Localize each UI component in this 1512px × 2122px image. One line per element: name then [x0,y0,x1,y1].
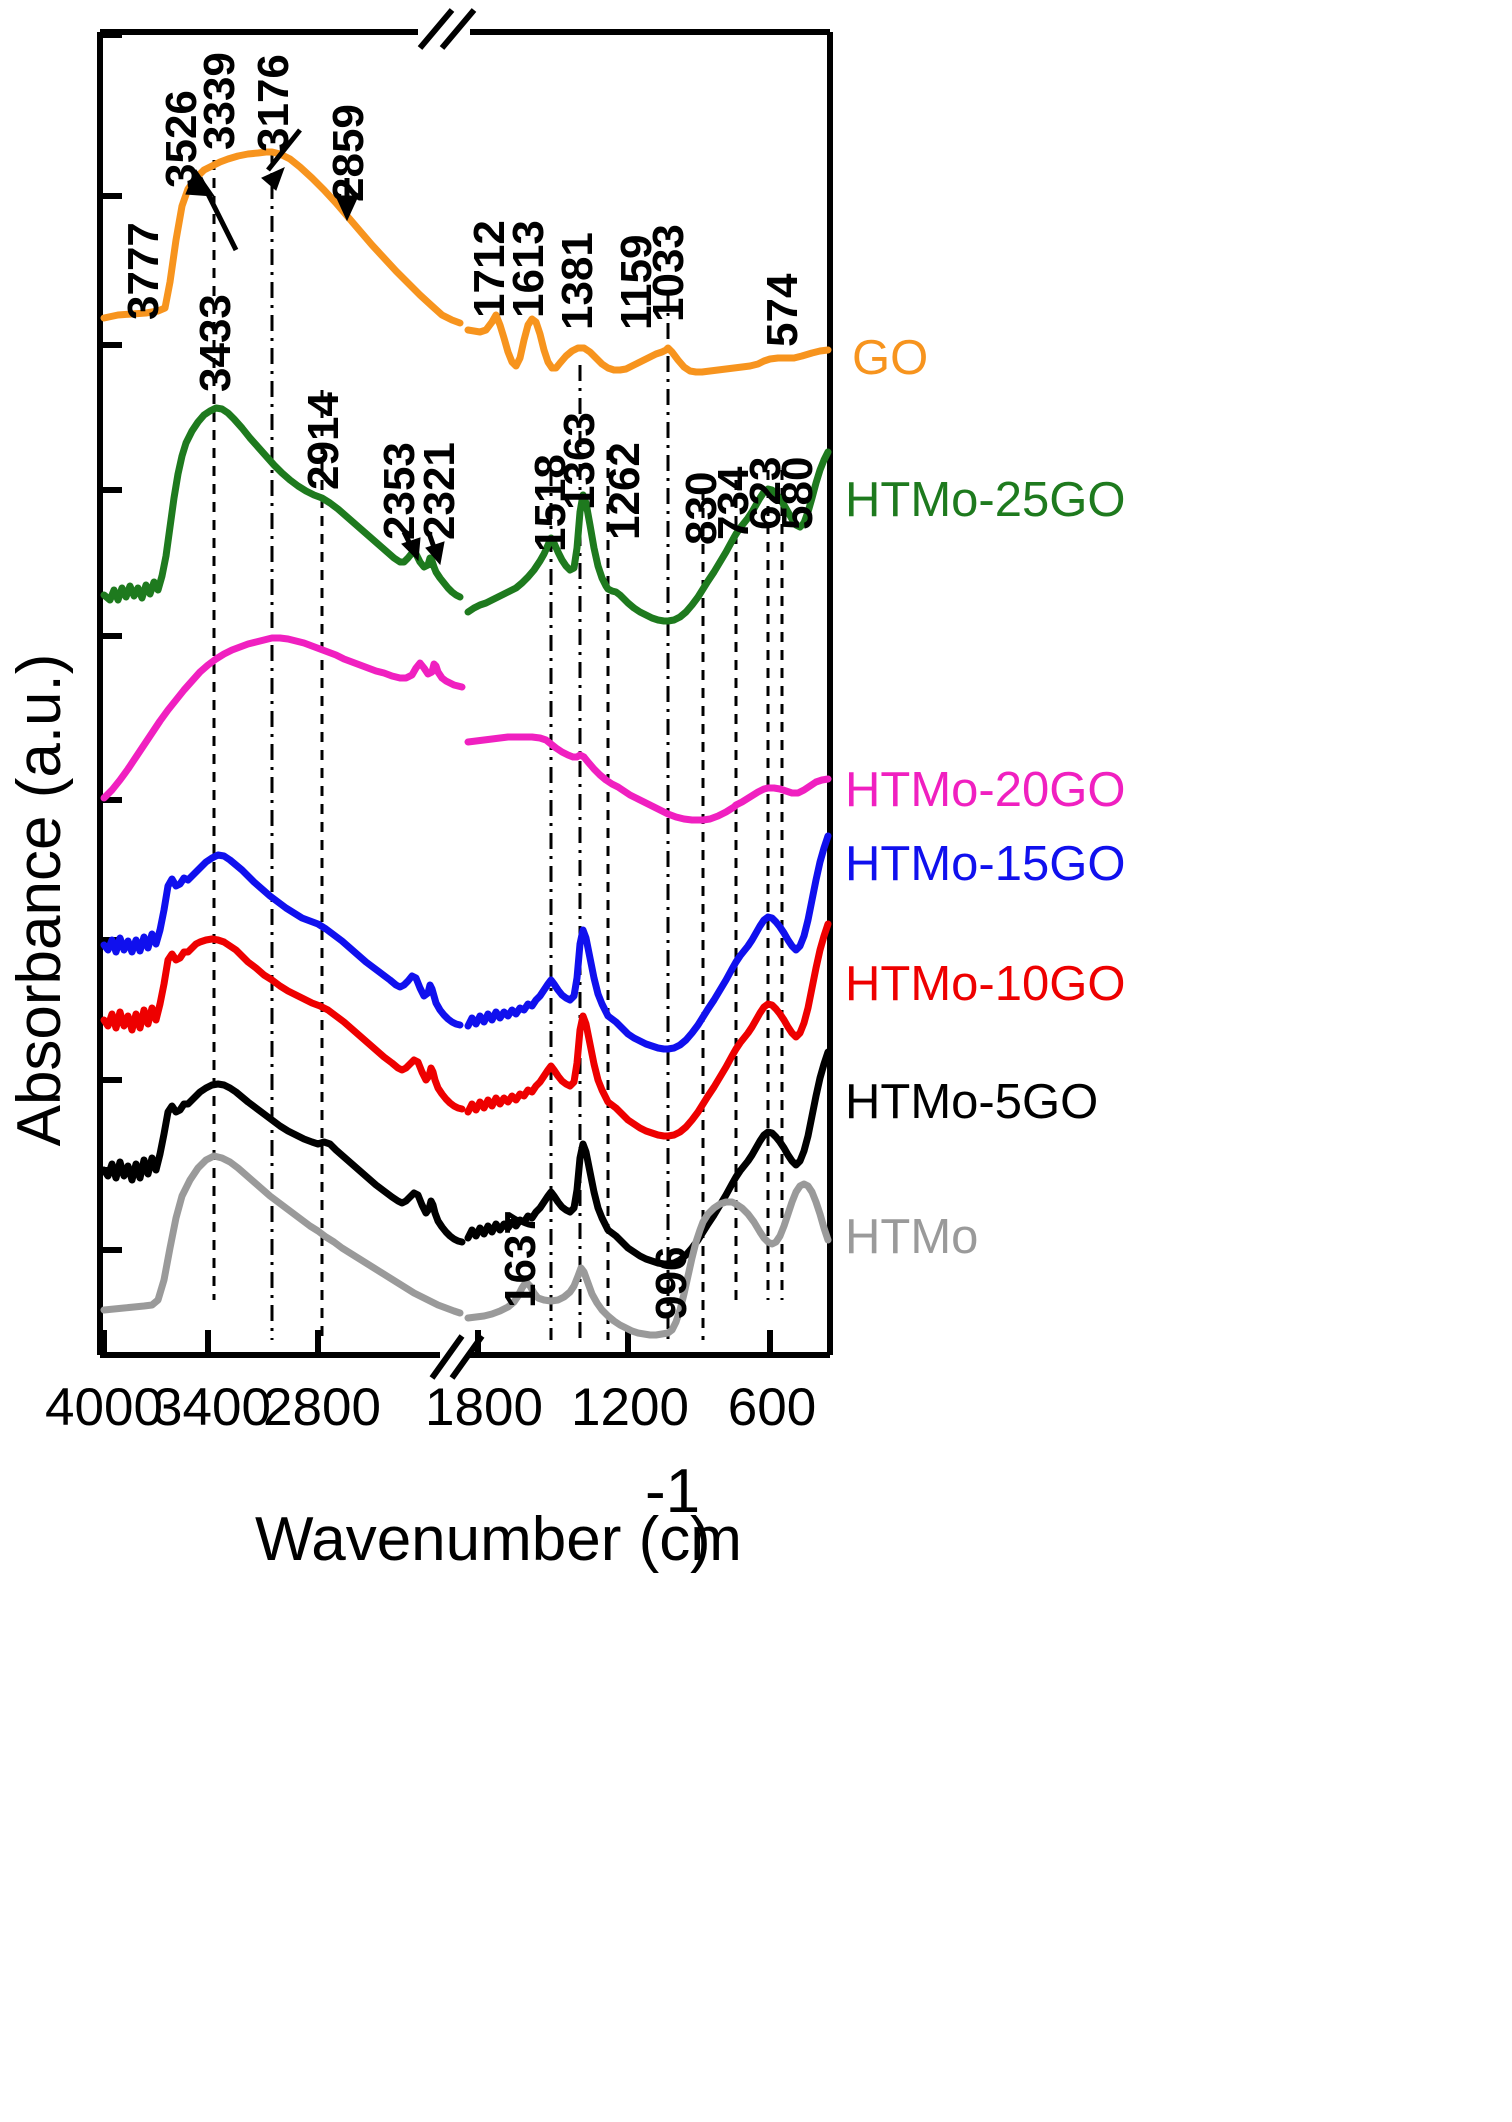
peak-label-2859: 2859 [324,104,373,202]
series-htmo-25go [100,404,832,625]
peak-label-3339: 3339 [195,52,244,150]
peak-label-3777: 3777 [119,222,168,320]
x-axis-title-superscript: -1 [645,1457,700,1526]
peak-label-1518: 1518 [526,454,575,552]
peak-label-1381: 1381 [553,232,602,330]
series-htmo-5go [100,1048,832,1268]
x-tick-4000: 4000 [45,1378,163,1437]
series-legend: GO HTMo-25GO HTMo-20GO HTMo-15GO HTMo-10… [845,331,1125,1264]
peak-label-1712: 1712 [465,220,514,318]
legend-label-htmo-15go[interactable]: HTMo-15GO [845,837,1125,891]
axis-break-top [417,8,477,50]
peak-label-2321: 2321 [415,442,464,540]
peak-label-1033: 1033 [644,224,693,322]
legend-label-go[interactable]: GO [852,331,928,385]
y-axis-title: Absorbance (a.u.) [5,654,74,1147]
peak-label-1637: 1637 [496,1210,545,1308]
legend-label-htmo-10go[interactable]: HTMo-10GO [845,957,1125,1011]
peak-label-3526: 3526 [157,90,206,188]
peak-label-2353: 2353 [375,442,424,540]
series-htmo [100,1152,832,1339]
annotation-arrows [185,128,445,566]
peak-label-1613: 1613 [504,220,553,318]
peak-label-830: 830 [677,472,726,545]
peak-label-3176: 3176 [249,54,298,152]
series-htmo-15go [100,832,832,1053]
peak-label-1363: 1363 [555,412,604,510]
series-htmo-10go [100,920,832,1140]
peak-label-574: 574 [758,273,807,347]
x-tick-600: 600 [728,1378,816,1437]
legend-label-htmo-20go[interactable]: HTMo-20GO [845,763,1125,817]
legend-label-htmo-25go[interactable]: HTMo-25GO [845,473,1125,527]
peak-label-1262: 1262 [600,442,649,540]
peak-labels: 3777 3526 3339 3176 2859 1712 1613 1381 … [119,52,822,1320]
x-tick-1200: 1200 [571,1378,689,1437]
legend-label-htmo[interactable]: HTMo [845,1210,978,1264]
peak-label-623: 623 [741,457,790,530]
series-go [100,148,832,376]
peak-label-3433: 3433 [191,294,240,392]
x-tick-1800: 1800 [425,1378,543,1437]
x-axis-ticks [101,1330,773,1355]
x-axis-title-main: Wavenumber (cm [255,1505,742,1574]
peak-label-996: 996 [647,1247,696,1320]
peak-label-580: 580 [773,457,822,530]
x-tick-labels: 4000 3400 2800 1800 1200 600 [45,1378,816,1437]
peak-label-1159: 1159 [612,235,661,330]
peak-label-734: 734 [709,466,758,540]
legend-label-htmo-5go[interactable]: HTMo-5GO [845,1075,1098,1129]
x-tick-2800: 2800 [263,1378,381,1437]
x-axis-title-tail: ) [690,1505,711,1574]
series-htmo-20go [100,634,832,824]
peak-label-2914: 2914 [299,392,348,490]
x-axis-title: Wavenumber (cm -1 ) [255,1457,742,1574]
x-tick-3400: 3400 [153,1378,271,1437]
